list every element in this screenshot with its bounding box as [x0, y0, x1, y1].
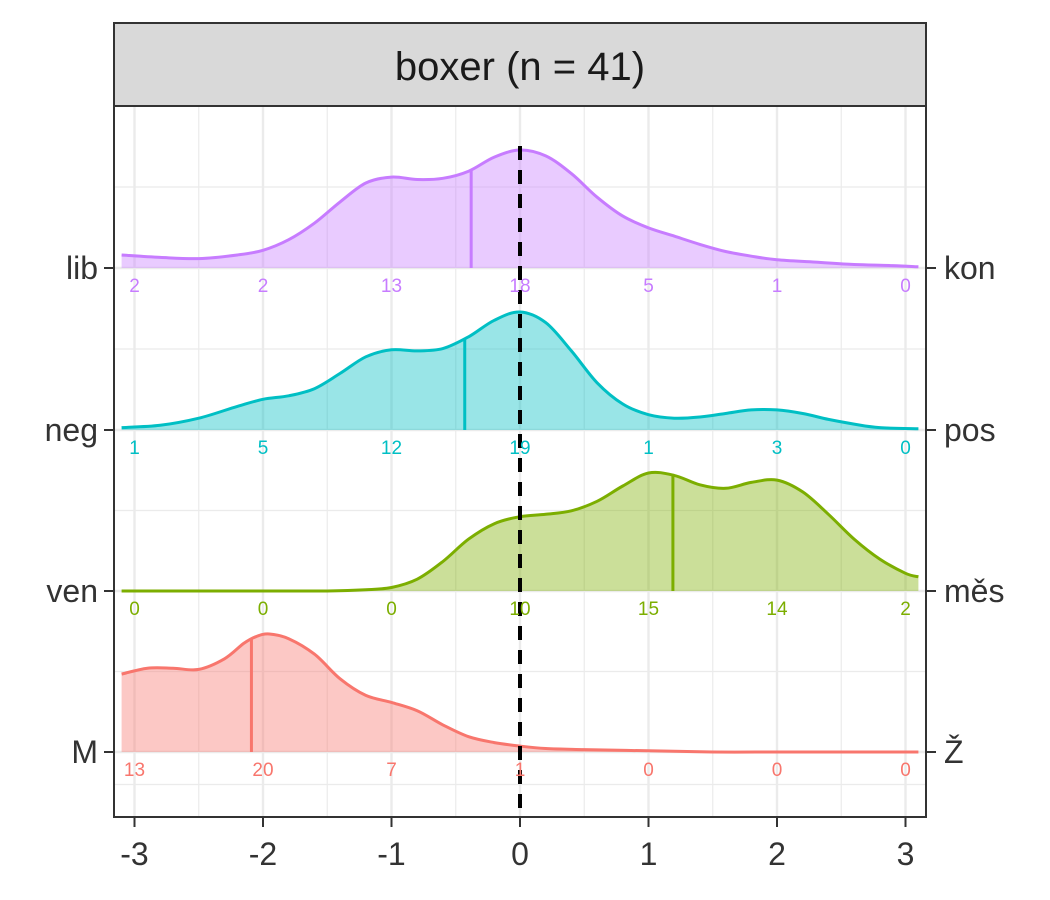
panel-strip: [113, 22, 927, 107]
count-label: 7: [386, 760, 397, 781]
count-label: 2: [258, 276, 269, 297]
y-label-left: lib: [66, 250, 98, 286]
density-curve: [121, 310, 919, 431]
y-label-right: pos: [944, 412, 996, 448]
count-label: 0: [900, 276, 911, 297]
count-label: 1: [515, 760, 526, 781]
density-curve: [121, 470, 919, 593]
count-label: 1: [772, 276, 783, 297]
y-label-left: ven: [46, 573, 98, 609]
count-label: 5: [643, 276, 654, 297]
y-label-left: neg: [45, 412, 98, 448]
count-label: 2: [900, 599, 911, 620]
ridge-M-Ž: [121, 632, 919, 754]
count-label: 0: [258, 599, 269, 620]
x-tick-label: -3: [120, 836, 148, 872]
count-label: 0: [386, 599, 397, 620]
y-label-right: kon: [944, 250, 996, 286]
x-tick-label: 0: [511, 836, 529, 872]
count-label: 0: [129, 599, 140, 620]
y-label-right: měs: [944, 573, 1004, 609]
count-label: 10: [509, 599, 530, 620]
count-label: 0: [772, 760, 783, 781]
count-labels: 2 2 13 18 5 1 01 5 12 19 1 3 00 0 0 10 15 14 213 20 7 1 0 0 0: [124, 276, 911, 781]
count-label: 19: [509, 438, 530, 459]
count-label: 3: [772, 438, 783, 459]
x-tick-label: 3: [897, 836, 915, 872]
count-label: 14: [766, 599, 788, 620]
count-label: 1: [129, 438, 140, 459]
count-label: 5: [258, 438, 269, 459]
count-label: 2: [129, 276, 140, 297]
count-label: 1: [643, 438, 654, 459]
count-label: 13: [381, 276, 402, 297]
panel-title: boxer (n = 41): [395, 45, 645, 89]
count-label: 12: [381, 438, 402, 459]
count-label: 18: [509, 276, 530, 297]
x-tick-label: -2: [249, 836, 277, 872]
count-label: 20: [252, 760, 273, 781]
count-label: 0: [643, 760, 654, 781]
count-label: 13: [124, 760, 145, 781]
x-tick-label: 2: [768, 836, 786, 872]
y-label-right: Ž: [944, 734, 964, 770]
x-tick-label: 1: [640, 836, 658, 872]
count-label: 15: [638, 599, 659, 620]
count-label: 0: [900, 438, 911, 459]
density-area: [121, 149, 919, 268]
density-curve: [121, 632, 919, 754]
y-label-left: M: [71, 734, 98, 770]
count-label: 0: [900, 760, 911, 781]
density-area: [121, 633, 919, 753]
x-tick-label: -1: [377, 836, 405, 872]
